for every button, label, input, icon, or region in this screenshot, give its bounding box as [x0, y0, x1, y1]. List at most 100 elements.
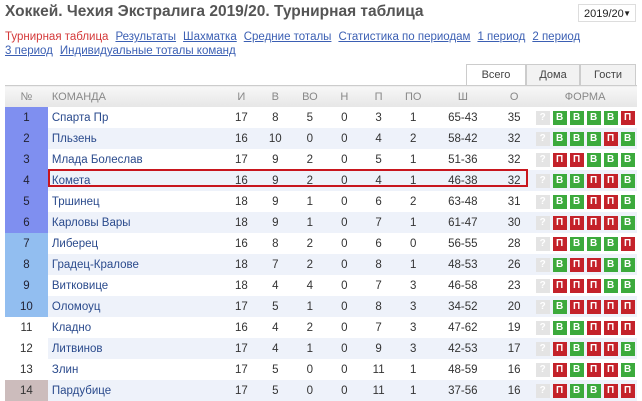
upcoming-match-badge[interactable]: ? — [535, 299, 550, 314]
loss-badge[interactable]: П — [552, 236, 567, 251]
column-header[interactable]: ВО — [292, 85, 328, 107]
upcoming-match-badge[interactable]: ? — [535, 236, 550, 251]
win-badge[interactable]: В — [569, 383, 584, 398]
upcoming-match-badge[interactable]: ? — [535, 194, 550, 209]
win-badge[interactable]: В — [569, 110, 584, 125]
loss-badge[interactable]: П — [603, 131, 618, 146]
loss-badge[interactable]: П — [552, 152, 567, 167]
team-link[interactable]: Пльзень — [47, 128, 225, 149]
win-badge[interactable]: В — [552, 110, 567, 125]
win-badge[interactable]: В — [569, 341, 584, 356]
tab-away[interactable]: Гости — [580, 64, 636, 85]
team-link[interactable]: Кладно — [51, 321, 92, 334]
loss-badge[interactable]: П — [569, 257, 584, 272]
loss-badge[interactable]: П — [603, 173, 618, 188]
column-header[interactable]: В — [258, 85, 293, 107]
win-badge[interactable]: В — [569, 362, 584, 377]
win-badge[interactable]: В — [569, 236, 584, 251]
win-badge[interactable]: В — [586, 110, 601, 125]
win-badge[interactable]: В — [552, 194, 567, 209]
win-badge[interactable]: В — [552, 173, 567, 188]
win-badge[interactable]: В — [552, 320, 567, 335]
loss-badge[interactable]: П — [586, 299, 601, 314]
nav-results[interactable]: Результаты — [115, 31, 177, 43]
column-header[interactable]: ФОРМА — [533, 85, 637, 107]
loss-badge[interactable]: П — [603, 194, 618, 209]
nav-average-totals[interactable]: Средние тоталы — [243, 31, 332, 43]
loss-badge[interactable]: П — [620, 320, 635, 335]
win-badge[interactable]: В — [552, 257, 567, 272]
upcoming-match-badge[interactable]: ? — [535, 383, 550, 398]
upcoming-match-badge[interactable]: ? — [535, 320, 550, 335]
loss-badge[interactable]: П — [620, 299, 635, 314]
win-badge[interactable]: В — [569, 194, 584, 209]
team-link[interactable]: Литвинов — [47, 338, 225, 359]
win-badge[interactable]: В — [569, 320, 584, 335]
loss-badge[interactable]: П — [552, 383, 567, 398]
upcoming-match-badge[interactable]: ? — [535, 110, 550, 125]
upcoming-match-badge[interactable]: ? — [535, 131, 550, 146]
nav-period-3[interactable]: 3 период — [5, 45, 53, 57]
win-badge[interactable]: В — [603, 110, 618, 125]
win-badge[interactable]: В — [620, 215, 635, 230]
win-badge[interactable]: В — [586, 152, 601, 167]
loss-badge[interactable]: П — [569, 152, 584, 167]
column-header[interactable]: О — [495, 85, 534, 107]
win-badge[interactable]: В — [620, 257, 635, 272]
team-link[interactable]: Пардубице — [47, 380, 225, 401]
win-badge[interactable]: В — [552, 131, 567, 146]
loss-badge[interactable]: П — [603, 215, 618, 230]
loss-badge[interactable]: П — [586, 194, 601, 209]
win-badge[interactable]: В — [620, 173, 635, 188]
column-header[interactable]: Ш — [430, 85, 496, 107]
upcoming-match-badge[interactable]: ? — [535, 341, 550, 356]
upcoming-match-badge[interactable]: ? — [535, 278, 550, 293]
team-link[interactable]: Карловы Вары — [47, 212, 225, 233]
nav-standings[interactable]: Турнирная таблица — [5, 31, 109, 43]
loss-badge[interactable]: П — [603, 383, 618, 398]
loss-badge[interactable]: П — [552, 278, 567, 293]
upcoming-match-badge[interactable]: ? — [535, 215, 550, 230]
loss-badge[interactable]: П — [552, 362, 567, 377]
team-link[interactable]: Млада Болеслав — [51, 153, 143, 166]
season-select[interactable]: 2019/20 ▼ — [578, 4, 636, 22]
loss-badge[interactable]: П — [586, 173, 601, 188]
loss-badge[interactable]: П — [586, 257, 601, 272]
win-badge[interactable]: В — [569, 131, 584, 146]
column-header[interactable]: ПО — [395, 85, 431, 107]
win-badge[interactable]: В — [603, 152, 618, 167]
team-link[interactable]: Спарта Пр — [51, 111, 109, 124]
win-badge[interactable]: В — [569, 173, 584, 188]
nav-period-stats[interactable]: Статистика по периодам — [338, 31, 471, 43]
loss-badge[interactable]: П — [603, 341, 618, 356]
win-badge[interactable]: В — [603, 278, 618, 293]
win-badge[interactable]: В — [603, 236, 618, 251]
tab-all[interactable]: Всего — [466, 64, 526, 85]
loss-badge[interactable]: П — [603, 320, 618, 335]
loss-badge[interactable]: П — [569, 215, 584, 230]
upcoming-match-badge[interactable]: ? — [535, 152, 550, 167]
column-header[interactable]: Н — [327, 85, 362, 107]
win-badge[interactable]: В — [620, 152, 635, 167]
loss-badge[interactable]: П — [552, 215, 567, 230]
loss-badge[interactable]: П — [552, 341, 567, 356]
nav-period-1[interactable]: 1 период — [477, 31, 526, 43]
win-badge[interactable]: В — [620, 131, 635, 146]
loss-badge[interactable]: П — [586, 362, 601, 377]
win-badge[interactable]: В — [586, 131, 601, 146]
loss-badge[interactable]: П — [569, 278, 584, 293]
loss-badge[interactable]: П — [603, 299, 618, 314]
win-badge[interactable]: В — [552, 299, 567, 314]
nav-period-2[interactable]: 2 период — [532, 31, 581, 43]
win-badge[interactable]: В — [603, 257, 618, 272]
win-badge[interactable]: В — [620, 278, 635, 293]
win-badge[interactable]: В — [620, 341, 635, 356]
upcoming-match-badge[interactable]: ? — [535, 362, 550, 377]
tab-home[interactable]: Дома — [526, 64, 580, 85]
win-badge[interactable]: В — [586, 383, 601, 398]
loss-badge[interactable]: П — [569, 299, 584, 314]
upcoming-match-badge[interactable]: ? — [535, 173, 550, 188]
win-badge[interactable]: В — [620, 194, 635, 209]
team-link[interactable]: Витковице — [51, 279, 109, 292]
loss-badge[interactable]: П — [620, 110, 635, 125]
